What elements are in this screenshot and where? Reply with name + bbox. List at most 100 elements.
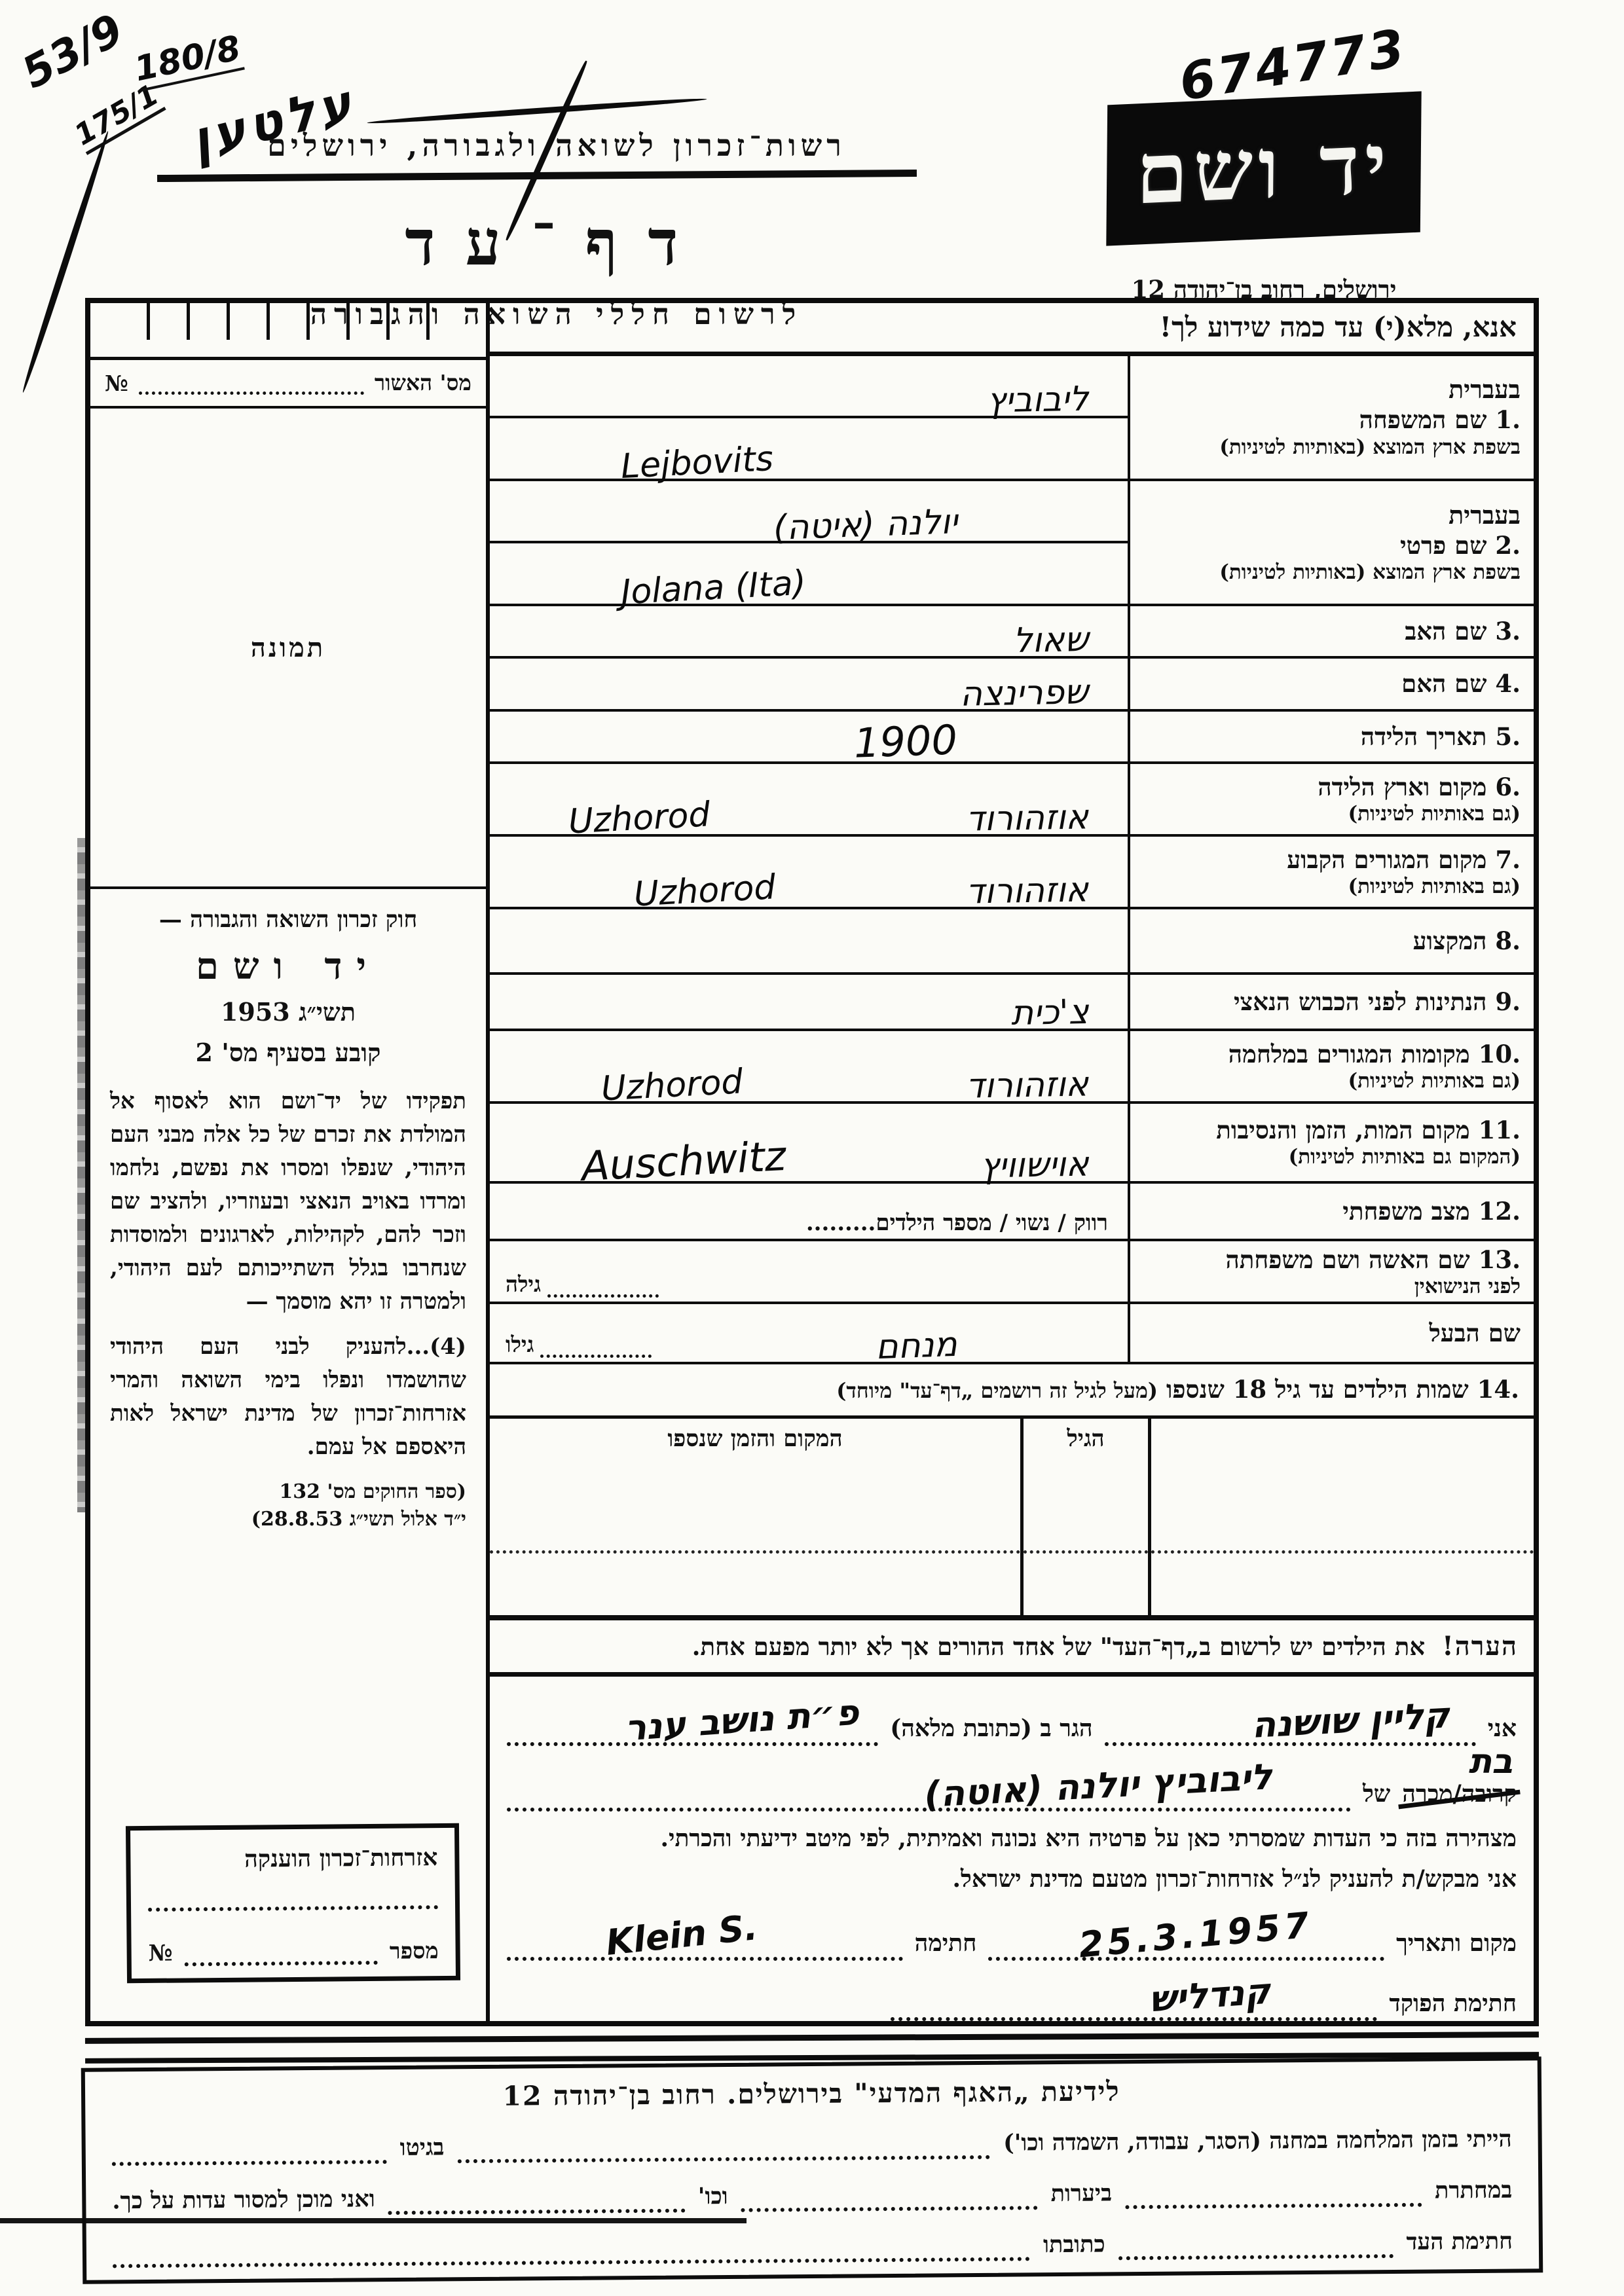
side-column: מס' האשור № תמונה חוק זכרון השואה והגבור… bbox=[90, 303, 490, 2021]
ruler-tick bbox=[346, 303, 350, 340]
witness-line-underground: במחתרת ביערות וכו' ואני מוכן למסור עדות … bbox=[112, 2176, 1512, 2217]
field-mother-name: .4 שם האם שפרינצה bbox=[490, 659, 1534, 714]
law-clause-text: (4)...להעניק לבני העם היהודי שהושמדו ונפ… bbox=[110, 1334, 466, 1460]
i-label: אני bbox=[1487, 1715, 1517, 1743]
field-2-number: .2 bbox=[1495, 530, 1521, 560]
field-family-name: בעברית .1 שם המשפחה בשפת ארץ המוצא (באות… bbox=[490, 355, 1534, 486]
field-father-name: .3 שם האב שאול bbox=[490, 606, 1534, 661]
her-age-label: גילה bbox=[506, 1271, 541, 1298]
form-title: דף־עד bbox=[405, 206, 709, 280]
law-citation: (ספר החוקים מס' 132 י״ד אלול תשי״ג 28.8.… bbox=[110, 1478, 466, 1533]
field-2-sub: בשפת ארץ המוצא (באותיות לטיניות) bbox=[1219, 560, 1521, 584]
field-1-label: בעברית .1 שם המשפחה בשפת ארץ המוצא (באות… bbox=[1128, 355, 1534, 479]
law-year: תשי״ג 1953 bbox=[220, 997, 356, 1027]
main-form-box: אנא, מלא(י) עד כמה שידוע לך! בעברית .1 ש… bbox=[85, 298, 1539, 2026]
his-age-line bbox=[540, 1355, 652, 1358]
citizenship-number-symbol: № bbox=[148, 1940, 173, 1967]
field-11-answer: אוישוויץ Auschwitz bbox=[490, 1104, 1128, 1190]
handwriting-official-signature: קנדליש bbox=[1147, 1970, 1272, 2020]
field-12-number: .12 bbox=[1478, 1197, 1521, 1226]
underground-line bbox=[1124, 2176, 1422, 2210]
forests-label: ביערות bbox=[1050, 2179, 1113, 2208]
place-date-line: 25.3.1957 bbox=[988, 1904, 1385, 1966]
pen-stroke bbox=[367, 96, 707, 126]
declarant-name-line: קליין שושנה bbox=[1104, 1694, 1476, 1747]
citizenship-request: אני מבקש/ת להעניק לנ״ל אזרחות־זכרון מטעם… bbox=[952, 1865, 1517, 1893]
handwriting-citizenship: צ'כית bbox=[1010, 992, 1089, 1033]
field-1-answer-hebrew: ליבוביץ bbox=[490, 356, 1128, 421]
children-place-header: המקום והזמן שנספו bbox=[667, 1425, 843, 1453]
field-citizenship: .9 הנתינות לפני הכבוש הנאצי צ'כית bbox=[490, 974, 1534, 1033]
field-10-sub: (גם באותיות לטיניות) bbox=[1348, 1068, 1521, 1093]
field-2-answer-hebrew: יולנה (איטה) bbox=[490, 481, 1128, 548]
field-place-of-death: .11 מקום המות, הזמן והנסיבות (המקום גם ב… bbox=[490, 1103, 1534, 1190]
ruler-tick bbox=[187, 303, 190, 340]
field-permanent-residence: .7 מקום המגורים הקבוע (גם באותיות לטיניו… bbox=[490, 837, 1534, 915]
official-signature-line: קנדליש bbox=[890, 1971, 1378, 2022]
field-2-title: שם פרטי bbox=[1399, 530, 1487, 560]
field-5-answer: 1900 bbox=[490, 712, 1128, 767]
field-14-title: שמות הילדים עד גיל 18 שנספו bbox=[1166, 1375, 1469, 1404]
husband-label: שם הבעל bbox=[1429, 1319, 1521, 1348]
children-row bbox=[490, 1554, 1020, 1622]
camp-line bbox=[457, 2128, 991, 2164]
handwriting-wartime-residence-he: אוזהורוד bbox=[965, 1065, 1089, 1106]
field-14-sub: (מעל לגיל זה רושמים „דף־עד" מיוחד) bbox=[836, 1378, 1158, 1404]
field-11-title: מקום המות, הזמן והנסיבות bbox=[1216, 1116, 1470, 1145]
field-1-sub: בשפת ארץ המוצא (באותיות לטיניות) bbox=[1219, 435, 1521, 459]
signature-line: Klein S. bbox=[507, 1906, 903, 1963]
field-10-title: מקומות המגורים במלחמה bbox=[1228, 1039, 1470, 1068]
handwriting-family-name-he: ליבוביץ bbox=[986, 379, 1089, 421]
victim-name-line: ליבוביץ יולנה (אוטה) bbox=[507, 1756, 1351, 1815]
children-place-column: המקום והזמן שנספו bbox=[490, 1419, 1020, 1615]
field-2-answer-latin: Jolana (Ita) bbox=[490, 543, 1128, 613]
camp-label: הייתי בזמן המלחמה במחנה (הסגר, עבודה, הש… bbox=[1003, 2125, 1512, 2157]
law-section: קובע בסעיף מס' 2 bbox=[195, 1038, 381, 1067]
note-band: הערה! את הילדים יש לרשום ב„דף־העד" של אח… bbox=[490, 1618, 1534, 1677]
handwriting-declarant-address: פ״ת נושב ענר bbox=[623, 1691, 860, 1749]
children-name-column bbox=[1151, 1419, 1534, 1615]
field-children: .14 שמות הילדים עד גיל 18 שנספו (מעל לגי… bbox=[490, 1364, 1534, 1619]
pencil-annotation-3: 180/8 bbox=[131, 28, 245, 92]
field-8-answer bbox=[490, 909, 1128, 972]
field-13-title: שם האשה ושם משפחתה bbox=[1225, 1245, 1470, 1274]
etc-label: וכו' bbox=[697, 2183, 728, 2210]
ruler-tick bbox=[267, 303, 270, 340]
fields-area: אנא, מלא(י) עד כמה שידוע לך! בעברית .1 ש… bbox=[490, 303, 1534, 2022]
handwriting-residence-lat: Uzhorod bbox=[633, 867, 777, 915]
field-7-answer: אוזהורוד Uzhorod bbox=[490, 837, 1128, 914]
field-profession: .8 המקצוע bbox=[490, 909, 1534, 975]
declaration-section: אני קליין שושנה הגר ב (כתובת מלאה) פ״ת נ… bbox=[490, 1677, 1534, 2022]
official-signature-row: חתימת הפוקד קנדליש bbox=[890, 1961, 1517, 2022]
field-9-title: הנתינות לפני הכבוש הנאצי bbox=[1233, 987, 1487, 1016]
field-birth-date: .5 תאריך הלידה 1900 bbox=[490, 711, 1534, 767]
truth-statement: מצהירה בזה כי העדות שמסרתי כאן על פרטיה … bbox=[660, 1825, 1517, 1853]
approval-number-symbol: № bbox=[105, 370, 128, 396]
form-subtitle: לרשום חללי השואה והגבורה bbox=[310, 298, 803, 331]
field-1-pre: בעברית bbox=[1449, 374, 1521, 405]
ruler-tick bbox=[386, 303, 390, 340]
field-marital-status: .12 מצב משפחתי רווק / נשוי / מספר הילדים… bbox=[490, 1184, 1534, 1242]
ruler-tick bbox=[306, 303, 310, 340]
handwriting-father-name: שאול bbox=[1012, 620, 1089, 661]
children-row bbox=[1151, 1482, 1534, 1554]
field-10-number: .10 bbox=[1478, 1039, 1521, 1068]
ghetto-line bbox=[111, 2134, 387, 2166]
field-13-sub: לפני הנישואין bbox=[1414, 1274, 1521, 1298]
field-3-title: שם האב bbox=[1405, 617, 1487, 646]
official-signature-label: חתימת הפוקד bbox=[1389, 1990, 1517, 2018]
field-5-number: .5 bbox=[1495, 721, 1521, 751]
field-2-label: בעברית .2 שם פרטי בשפת ארץ המוצא (באותיו… bbox=[1128, 481, 1534, 604]
field-5-title: תאריך הלידה bbox=[1360, 721, 1487, 751]
children-row bbox=[1151, 1554, 1534, 1622]
children-table: הגיל המקום והזמן שנספו bbox=[490, 1419, 1534, 1616]
comb-marks bbox=[90, 303, 486, 360]
her-age-slot: גילה bbox=[506, 1271, 659, 1298]
ruler-tick bbox=[147, 303, 150, 340]
declaration-line-relation: קרובה/מכרה בת של ליבוביץ יולנה (אוטה) bbox=[507, 1742, 1517, 1815]
field-3-number: .3 bbox=[1495, 617, 1521, 646]
her-age-line bbox=[547, 1294, 659, 1298]
citizenship-box-line bbox=[147, 1900, 439, 1912]
resides-label: הגר ב (כתובת מלאה) bbox=[890, 1715, 1093, 1743]
handwriting-first-name-lat: Jolana (Ita) bbox=[619, 563, 807, 613]
